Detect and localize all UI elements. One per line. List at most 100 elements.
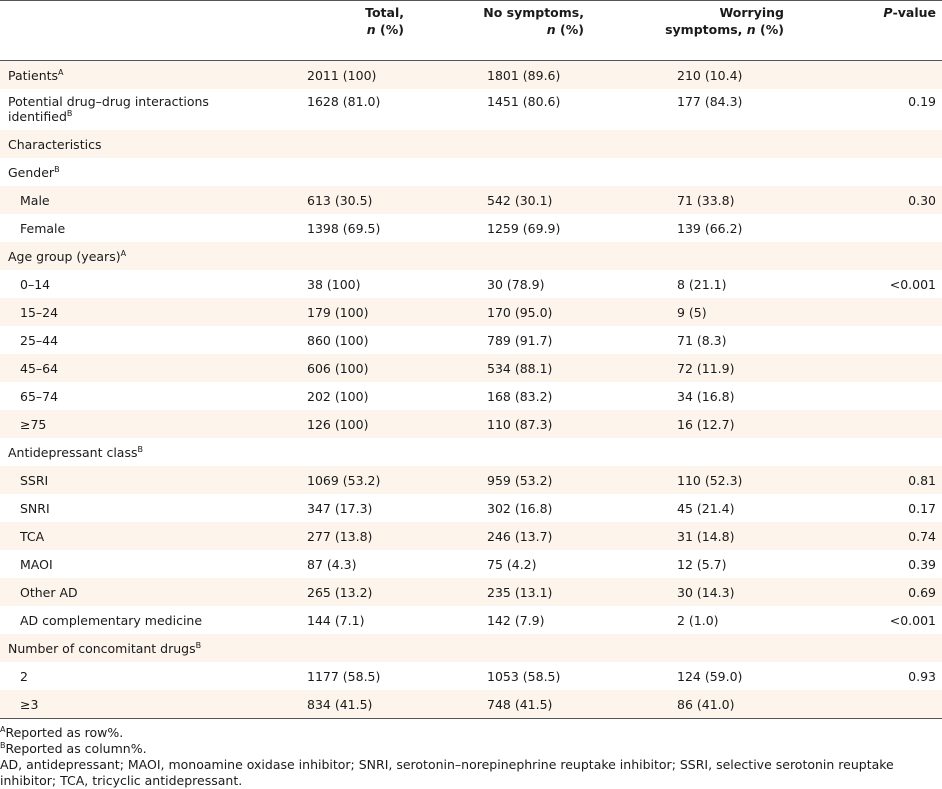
cell-no-symptoms [442,130,622,158]
cell-total: 38 (100) [307,276,361,292]
cell-total: 179 (100) [262,298,442,326]
row-label: Age group (years)A [0,242,262,270]
cell-no-symptoms: 302 (16.8) [487,500,553,516]
table-row: 0–14 38 (100) 30 (78.9) 8 (21.1) <0.001 [0,270,942,298]
cell-p-value [822,438,942,466]
cell-no-symptoms: 235 (13.1) [442,578,622,606]
cell-total [262,158,442,186]
cell-total: 265 (13.2) [262,578,442,606]
cell-worrying-symptoms: 12 (5.7) [677,556,727,572]
results-table: Total, n (%) No symptoms, n (%) Worrying… [0,0,942,719]
cell-p-value: 0.69 [822,578,942,606]
table-row: PatientsA 2011 (100) 1801 (89.6) 210 (10.4) [0,60,942,89]
cell-p-value [822,242,942,270]
table-row: GenderB [0,158,942,186]
cell-worrying-symptoms: 30 (14.3) [622,578,822,606]
cell-p-value [822,298,942,326]
cell-worrying-symptoms: 139 (66.2) [677,220,743,236]
cell-p-value [822,130,942,158]
cell-p-value [822,690,942,719]
cell-no-symptoms [442,634,622,662]
cell-total [262,242,442,270]
row-label: 0–14 [20,276,51,292]
cell-p-value [822,634,942,662]
row-label: 25–44 [20,332,59,348]
cell-worrying-symptoms [622,634,822,662]
cell-no-symptoms: 168 (83.2) [487,388,553,404]
cell-p-value: 0.39 [908,556,936,572]
cell-no-symptoms: 142 (7.9) [487,612,545,628]
table-row: Characteristics [0,130,942,158]
cell-p-value [822,60,942,89]
cell-p-value: <0.001 [889,612,936,628]
cell-total: 2011 (100) [262,60,442,89]
header-p-value: P-value [822,0,942,61]
cell-total [262,438,442,466]
footnote-abbreviations: AD, antidepressant; MAOI, monoamine oxid… [0,757,894,788]
cell-worrying-symptoms: 8 (21.1) [677,276,727,292]
table-footnotes: AReported as row%. BReported as column%.… [0,719,942,789]
table-row: Male 613 (30.5) 542 (30.1) 71 (33.8) 0.30 [0,186,942,214]
header-label [0,0,262,61]
row-label: Potential drug–drug interactions identifi… [8,94,209,124]
cell-p-value: 0.17 [908,500,936,516]
cell-p-value [822,158,942,186]
row-label: Antidepressant classB [8,444,143,460]
table-row: 45–64 606 (100) 534 (88.1) 72 (11.9) [0,354,942,382]
cell-worrying-symptoms [622,130,822,158]
row-label: MAOI [20,556,53,572]
table-row: AD complementary medicine 144 (7.1) 142 (7… [0,606,942,634]
cell-worrying-symptoms [622,438,822,466]
row-label: PatientsA [0,60,262,89]
cell-no-symptoms: 748 (41.5) [442,690,622,719]
cell-worrying-symptoms: 16 (12.7) [622,410,822,438]
header-no-symptoms: No symptoms, n (%) [442,0,622,61]
cell-worrying-symptoms: 9 (5) [622,298,822,326]
row-label: 15–24 [0,298,262,326]
cell-total: 87 (4.3) [307,556,357,572]
cell-p-value [822,410,942,438]
cell-total: 606 (100) [262,354,442,382]
row-label: 45–64 [0,354,262,382]
cell-worrying-symptoms: 71 (33.8) [622,186,822,214]
cell-total: 834 (41.5) [262,690,442,719]
cell-worrying-symptoms: 2 (1.0) [677,612,719,628]
cell-no-symptoms: 789 (91.7) [487,332,553,348]
cell-no-symptoms: 170 (95.0) [442,298,622,326]
table-row: SSRI 1069 (53.2) 959 (53.2) 110 (52.3) 0.81 [0,466,942,494]
cell-total: 1177 (58.5) [307,668,381,684]
table-header: Total, n (%) No symptoms, n (%) Worrying… [0,0,942,61]
cell-p-value: 0.19 [908,94,936,109]
table-row: MAOI 87 (4.3) 75 (4.2) 12 (5.7) 0.39 [0,550,942,578]
row-label: SSRI [0,466,262,494]
table-row: 15–24 179 (100) 170 (95.0) 9 (5) [0,298,942,326]
table-row: Age group (years)A [0,242,942,270]
cell-p-value [822,354,942,382]
cell-worrying-symptoms: 110 (52.3) [622,466,822,494]
row-label: Male [0,186,262,214]
cell-no-symptoms: 75 (4.2) [487,556,537,572]
cell-no-symptoms: 1801 (89.6) [442,60,622,89]
cell-total: 277 (13.8) [262,522,442,550]
cell-worrying-symptoms: 72 (11.9) [622,354,822,382]
cell-no-symptoms [442,242,622,270]
table-row: TCA 277 (13.8) 246 (13.7) 31 (14.8) 0.74 [0,522,942,550]
cell-no-symptoms: 959 (53.2) [442,466,622,494]
row-label: Other AD [0,578,262,606]
cell-total: 1628 (81.0) [307,94,381,109]
table-row: Number of concomitant drugsB [0,634,942,662]
table-row: Potential drug–drug interactions identifi… [0,89,942,130]
cell-total: 613 (30.5) [262,186,442,214]
cell-p-value [822,326,942,354]
table-row: ≥75 126 (100) 110 (87.3) 16 (12.7) [0,410,942,438]
row-label: AD complementary medicine [20,612,203,628]
table-row: Antidepressant classB [0,438,942,466]
cell-p-value: 0.30 [822,186,942,214]
row-label: ≥3 [0,690,262,719]
cell-p-value [822,382,942,410]
cell-worrying-symptoms [622,158,822,186]
header-total: Total, n (%) [262,0,442,61]
header-worrying-symptoms: Worrying symptoms, n (%) [622,0,822,61]
row-label: 2 [20,668,28,684]
